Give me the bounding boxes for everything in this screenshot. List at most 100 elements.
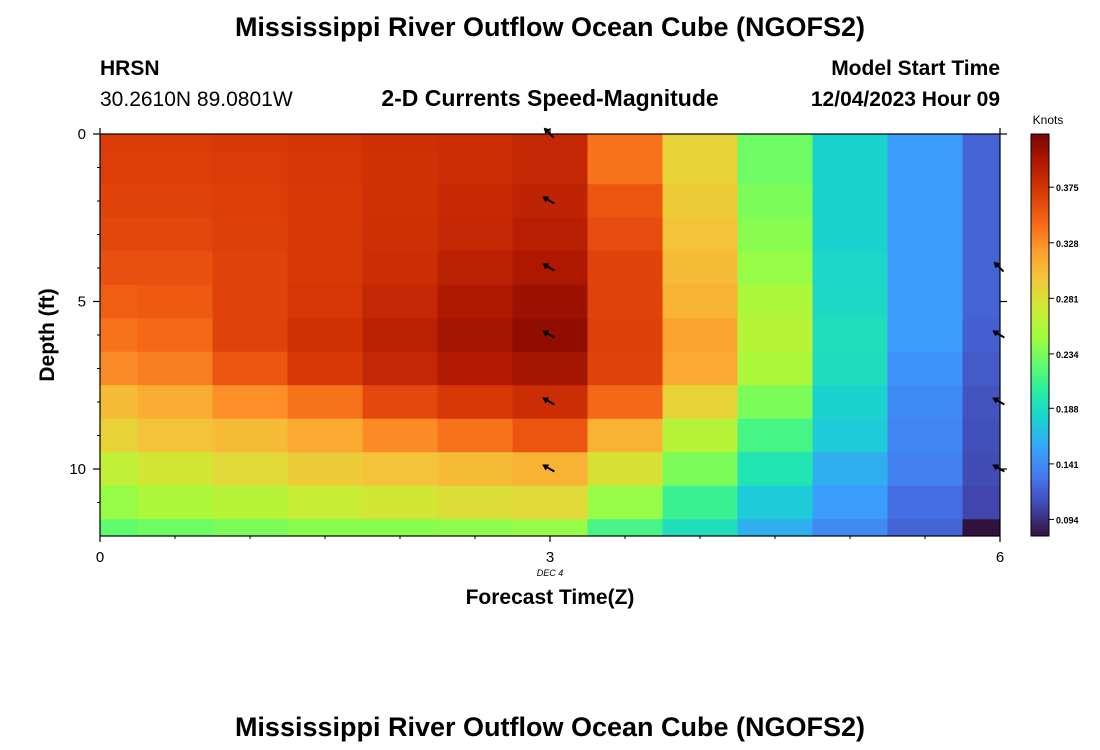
heatmap-cell	[962, 418, 1001, 453]
heatmap-cell	[737, 452, 813, 487]
heatmap-cell	[437, 418, 513, 453]
heatmap-cell	[737, 318, 813, 353]
heatmap-cell	[662, 452, 738, 487]
heatmap-cell	[437, 385, 513, 420]
current-arrow	[542, 464, 555, 473]
heatmap-cell	[812, 134, 888, 152]
heatmap-cell	[587, 519, 663, 537]
heatmap-cell	[437, 150, 513, 185]
heatmap-cell	[437, 184, 513, 219]
heatmap-cell	[737, 150, 813, 185]
heatmap-cell	[437, 251, 513, 286]
heatmap-cell	[362, 184, 438, 219]
heatmap-cell	[587, 351, 663, 386]
heatmap-cell	[812, 251, 888, 286]
heatmap-cell	[362, 452, 438, 487]
heatmap-cell	[137, 284, 213, 319]
heatmap-cell	[737, 217, 813, 252]
heatmap-cells	[100, 134, 1001, 537]
heatmap-cell	[737, 485, 813, 520]
heatmap-cell	[662, 217, 738, 252]
heatmap-cell	[962, 150, 1001, 185]
heatmap-cell	[587, 385, 663, 420]
heatmap-cell	[212, 519, 288, 537]
heatmap-cell	[362, 318, 438, 353]
heatmap-cell	[662, 418, 738, 453]
heatmap-cell	[587, 184, 663, 219]
heatmap-cell	[812, 150, 888, 185]
heatmap-cell	[287, 251, 363, 286]
heatmap-cell	[362, 217, 438, 252]
heatmap-cell	[887, 452, 963, 487]
colorbar-tick-label: 0.328	[1056, 239, 1079, 249]
heatmap-cell	[962, 452, 1001, 487]
colorbar-tick-label: 0.094	[1056, 515, 1079, 525]
heatmap-cell	[100, 134, 138, 152]
heatmap-cell	[887, 385, 963, 420]
current-arrow	[542, 196, 555, 205]
heatmap-cell	[137, 251, 213, 286]
heatmap-cell	[587, 284, 663, 319]
heatmap-cell	[212, 385, 288, 420]
heatmap-cell	[812, 418, 888, 453]
chart-subtitle: 2-D Currents Speed-Magnitude	[381, 85, 718, 111]
heatmap-cell	[437, 519, 513, 537]
heatmap-cell	[100, 318, 138, 353]
heatmap-cell	[100, 284, 138, 319]
heatmap-cell	[737, 351, 813, 386]
heatmap-cell	[662, 284, 738, 319]
current-arrow	[542, 397, 555, 406]
heatmap-cell	[287, 485, 363, 520]
heatmap-cell	[887, 418, 963, 453]
heatmap-cell	[362, 150, 438, 185]
heatmap-cell	[212, 284, 288, 319]
heatmap-cell	[137, 318, 213, 353]
heatmap-cell	[662, 134, 738, 152]
heatmap-cell	[100, 251, 138, 286]
heatmap-cell	[962, 217, 1001, 252]
heatmap-cell	[812, 284, 888, 319]
heatmap-cell	[587, 134, 663, 152]
heatmap-cell	[287, 318, 363, 353]
colorbar-tick-label: 0.188	[1056, 404, 1079, 414]
heatmap-cell	[962, 134, 1001, 152]
heatmap-cell	[100, 385, 138, 420]
heatmap-cell	[287, 351, 363, 386]
heatmap-cell	[812, 519, 888, 537]
heatmap-cell	[587, 217, 663, 252]
heatmap-cell	[362, 251, 438, 286]
heatmap-cell	[287, 134, 363, 152]
heatmap-cell	[512, 150, 588, 185]
heatmap-cell	[100, 217, 138, 252]
heatmap-cell	[100, 351, 138, 386]
heatmap-cell	[887, 351, 963, 386]
heatmap-cell	[137, 452, 213, 487]
heatmap-cell	[212, 217, 288, 252]
heatmap-cell	[662, 150, 738, 185]
heatmap-cell	[137, 519, 213, 537]
heatmap-cell	[812, 385, 888, 420]
heatmap-cell	[887, 485, 963, 520]
heatmap-cell	[137, 351, 213, 386]
heatmap-cell	[287, 418, 363, 453]
heatmap-cell	[287, 284, 363, 319]
current-arrow	[542, 263, 555, 272]
heatmap-cell	[962, 485, 1001, 520]
heatmap-cell	[287, 184, 363, 219]
heatmap-cell	[437, 284, 513, 319]
colorbar-tick-label: 0.281	[1056, 294, 1079, 304]
heatmap-cell	[662, 251, 738, 286]
heatmap-cell	[212, 351, 288, 386]
station-coordinates: 30.2610N 89.0801W	[100, 88, 293, 111]
x-tick-label: 6	[996, 549, 1004, 566]
heatmap-cell	[287, 217, 363, 252]
heatmap-cell	[662, 184, 738, 219]
axes: 0 3 6 0 5 10	[69, 126, 1007, 566]
heatmap-cell	[962, 385, 1001, 420]
heatmap-cell	[362, 418, 438, 453]
heatmap-cell	[587, 251, 663, 286]
chart-title: Mississippi River Outflow Ocean Cube (NG…	[235, 12, 865, 42]
heatmap-cell	[437, 134, 513, 152]
heatmap-cell	[812, 452, 888, 487]
heatmap-cell	[962, 519, 1001, 537]
